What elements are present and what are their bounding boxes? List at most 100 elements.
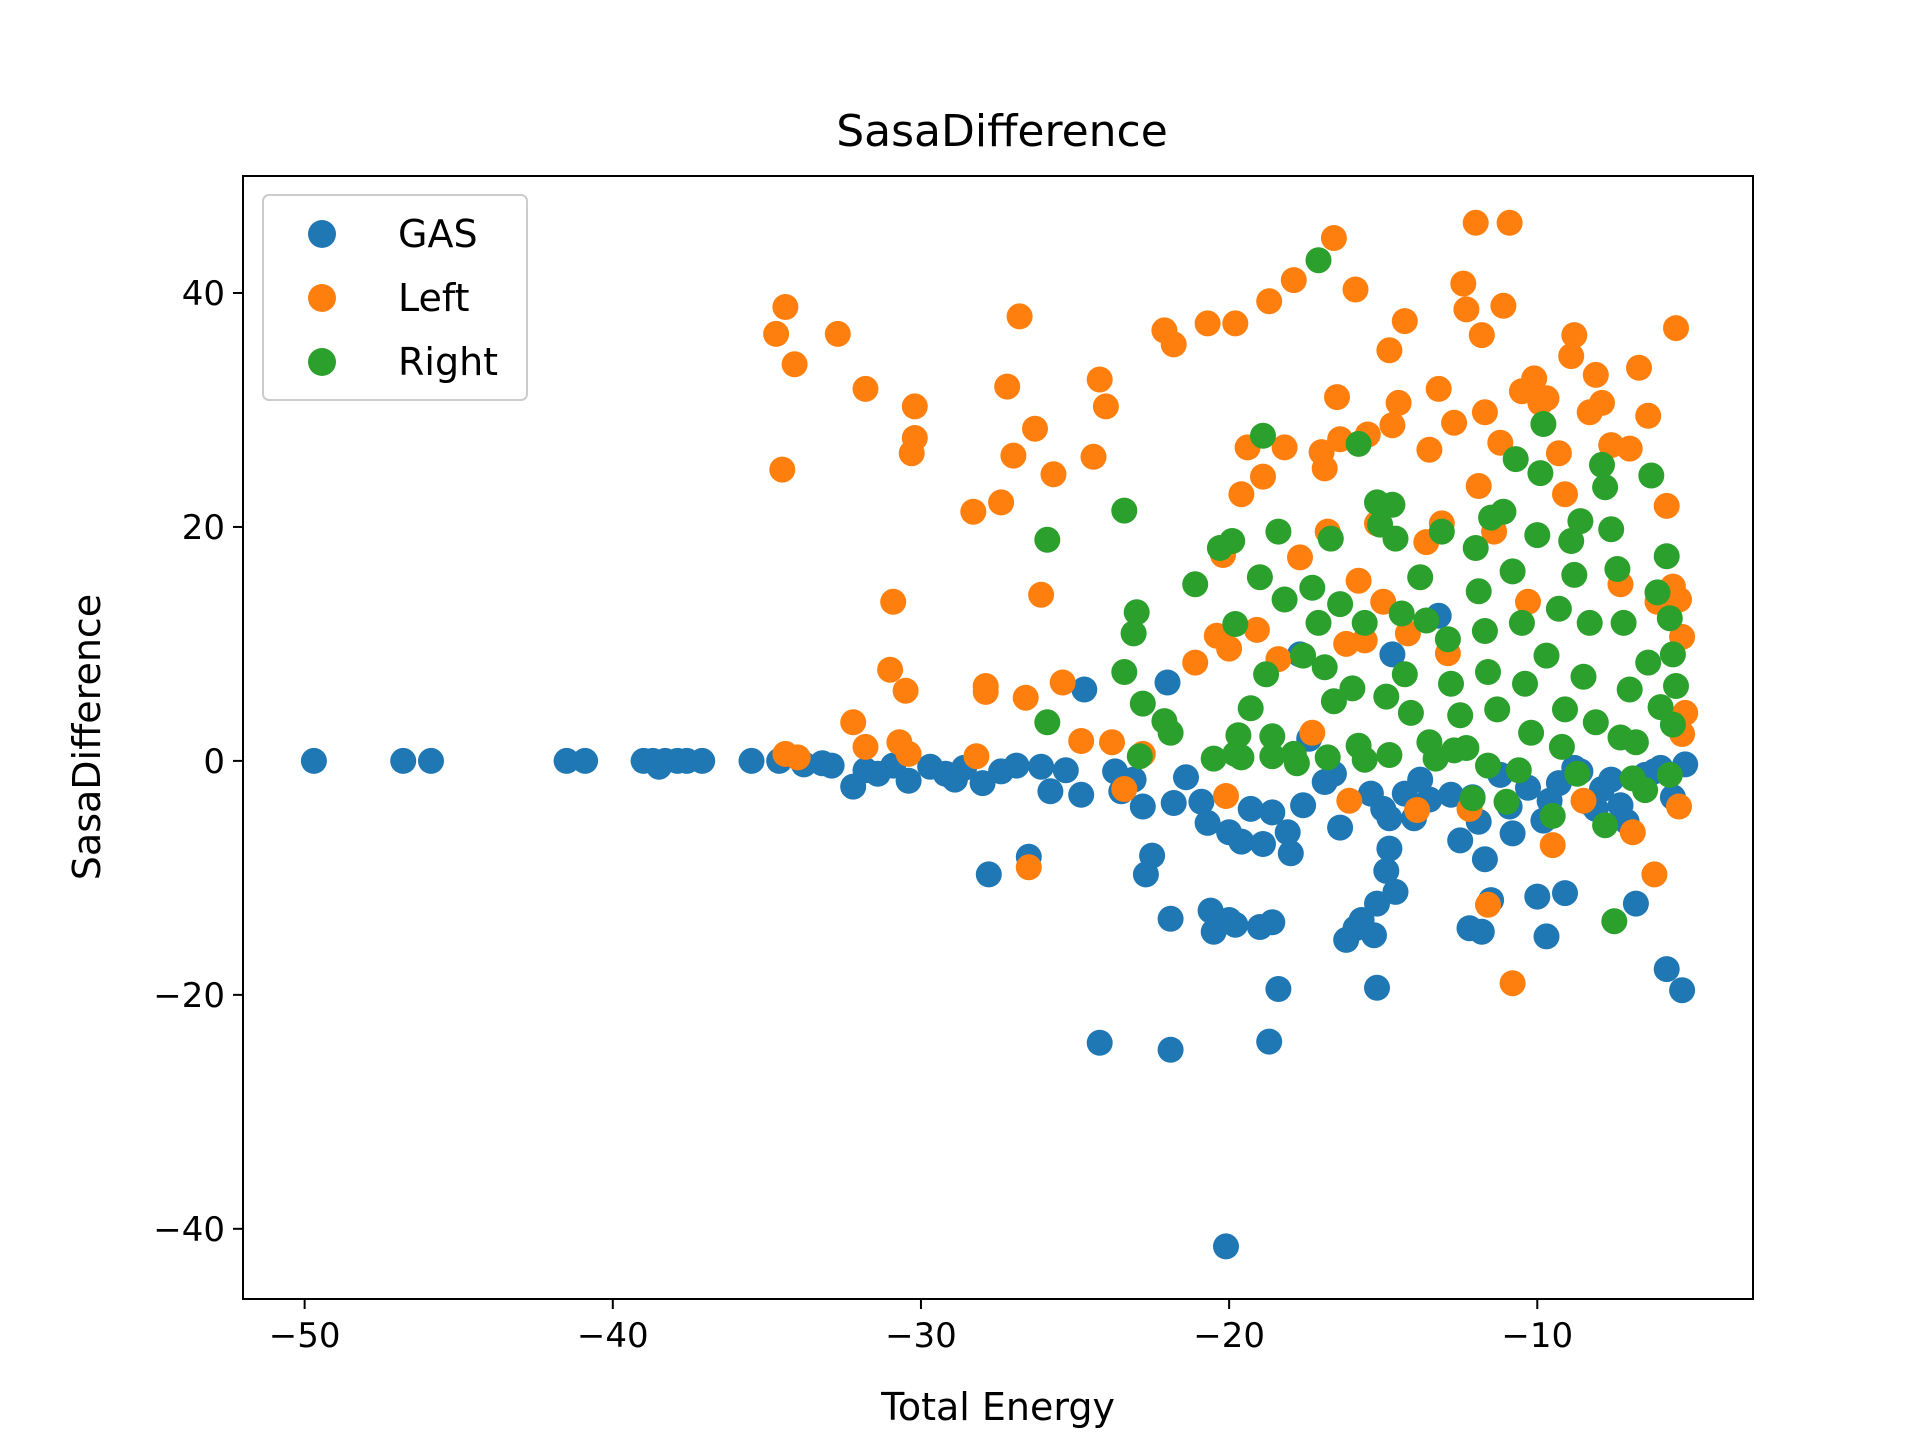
- point-right-62: [1502, 446, 1529, 473]
- point-right-98: [1635, 649, 1662, 676]
- point-left-28: [1028, 581, 1055, 608]
- point-gas-43: [1154, 669, 1181, 696]
- point-left-85: [1453, 296, 1480, 323]
- point-gas-71: [1327, 814, 1354, 841]
- point-gas-90: [1438, 781, 1464, 808]
- point-gas-42: [1139, 842, 1166, 869]
- point-left-88: [1465, 473, 1492, 499]
- point-left-0: [763, 320, 790, 347]
- point-right-35: [1351, 609, 1378, 636]
- x-tick-label: −40: [577, 1316, 649, 1356]
- point-right-52: [1459, 785, 1486, 812]
- point-gas-49: [1194, 809, 1221, 836]
- point-right-67: [1527, 460, 1554, 487]
- point-gas-96: [1471, 846, 1498, 873]
- point-gas-78: [1364, 890, 1390, 917]
- point-gas-61: [1259, 909, 1286, 936]
- point-gas-76: [1361, 922, 1387, 949]
- point-gas-80: [1373, 857, 1400, 884]
- point-right-5: [1111, 497, 1138, 524]
- point-left-16: [901, 425, 928, 451]
- point-left-72: [1376, 337, 1403, 364]
- point-right-78: [1582, 709, 1609, 736]
- point-left-62: [1324, 384, 1350, 411]
- point-right-38: [1373, 683, 1400, 710]
- y-tick-label: −20: [153, 976, 225, 1016]
- point-gas-52: [1213, 1233, 1239, 1260]
- x-axis-label: Total Energy: [880, 1385, 1115, 1429]
- point-right-54: [1465, 578, 1492, 605]
- point-right-0: [1305, 247, 1332, 274]
- point-right-24: [1271, 586, 1298, 613]
- point-left-7: [840, 709, 867, 736]
- legend-marker-gas: [308, 220, 336, 248]
- point-right-104: [1475, 752, 1501, 779]
- legend-box: [262, 194, 528, 401]
- point-gas-4: [572, 747, 599, 774]
- point-right-30: [1317, 525, 1344, 552]
- point-left-94: [1490, 292, 1517, 319]
- point-right-50: [1447, 702, 1474, 729]
- point-right-97: [1647, 694, 1674, 721]
- point-left-35: [1092, 393, 1119, 420]
- point-right-106: [1422, 745, 1449, 772]
- point-right-33: [1339, 675, 1366, 702]
- point-left-113: [1616, 435, 1643, 462]
- point-gas-107: [1552, 880, 1578, 907]
- point-left-8: [852, 733, 879, 760]
- point-right-82: [1598, 516, 1625, 543]
- y-tick-label: 40: [182, 274, 225, 314]
- point-left-89: [1468, 322, 1495, 349]
- point-left-52: [1256, 288, 1283, 315]
- legend-label-gas: GAS: [398, 212, 478, 256]
- point-left-36: [1099, 729, 1125, 756]
- point-left-114: [1619, 819, 1646, 846]
- point-left-54: [1271, 434, 1298, 461]
- point-right-71: [1545, 595, 1572, 622]
- x-tick-label: −50: [269, 1316, 341, 1356]
- point-left-6: [784, 744, 811, 771]
- point-right-85: [1610, 609, 1637, 636]
- point-gas-100: [1499, 820, 1526, 847]
- point-gas-122: [1669, 977, 1696, 1004]
- point-left-32: [1068, 728, 1095, 754]
- point-left-96: [1499, 970, 1526, 997]
- point-left-31: [1049, 669, 1076, 696]
- point-left-93: [1487, 429, 1514, 456]
- y-tick-label: 20: [182, 508, 225, 548]
- point-gas-106: [1533, 923, 1560, 950]
- point-left-95: [1496, 209, 1523, 236]
- point-gas-34: [1071, 676, 1098, 703]
- point-gas-35: [1068, 781, 1095, 808]
- point-right-55: [1471, 618, 1498, 644]
- point-gas-82: [1376, 805, 1403, 832]
- point-right-59: [1490, 498, 1517, 525]
- point-right-92: [1656, 605, 1683, 632]
- point-right-89: [1638, 462, 1665, 489]
- point-left-75: [1391, 308, 1418, 335]
- point-right-4: [1034, 709, 1061, 736]
- point-right-23: [1265, 518, 1292, 545]
- point-gas-95: [1468, 918, 1495, 945]
- point-right-15: [1219, 528, 1246, 554]
- point-left-47: [1222, 310, 1249, 337]
- point-gas-81: [1376, 835, 1403, 862]
- point-gas-27: [975, 861, 1002, 888]
- point-left-4: [824, 320, 851, 347]
- point-gas-83: [1382, 878, 1409, 905]
- point-left-121: [1663, 315, 1689, 342]
- point-right-27: [1299, 574, 1326, 601]
- point-left-109: [1582, 361, 1609, 388]
- point-right-41: [1388, 600, 1415, 627]
- point-gas-55: [1222, 911, 1249, 938]
- point-right-91: [1653, 543, 1680, 570]
- point-right-22: [1259, 723, 1286, 750]
- point-gas-26: [969, 770, 996, 797]
- point-left-24: [1000, 442, 1027, 469]
- point-gas-67: [1290, 792, 1317, 819]
- point-right-63: [1508, 609, 1535, 636]
- point-gas-11: [689, 747, 716, 774]
- point-gas-84: [1379, 641, 1406, 668]
- point-right-72: [1552, 696, 1578, 723]
- y-axis-label: SasaDifference: [65, 594, 109, 880]
